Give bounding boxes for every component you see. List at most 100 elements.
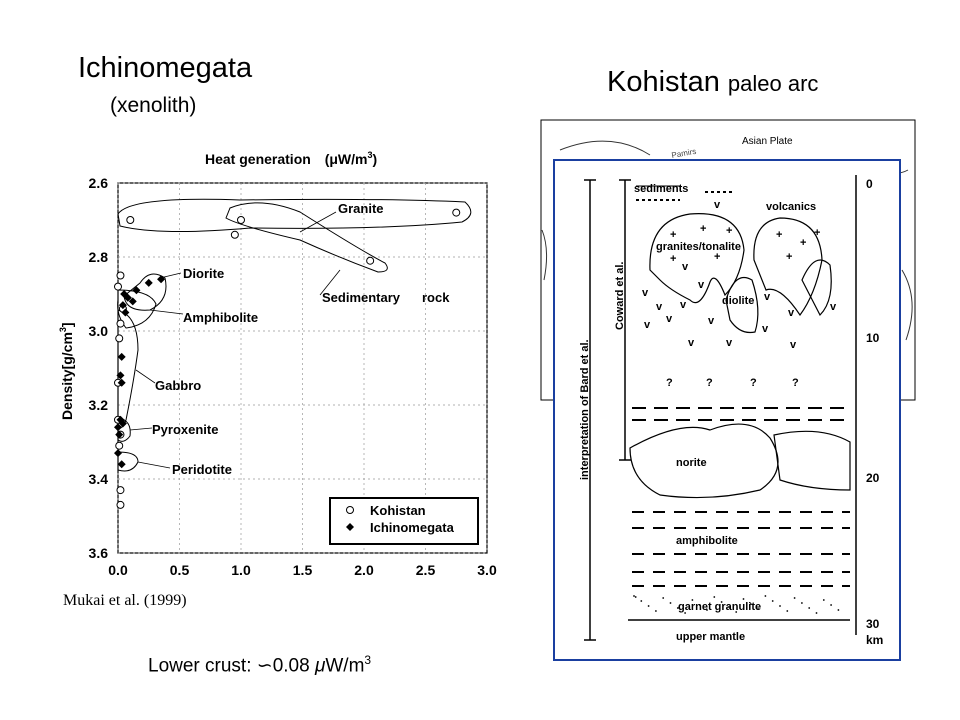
brackets xyxy=(584,175,857,641)
granulite-dot xyxy=(640,600,643,602)
depth-10: 10 xyxy=(866,331,880,345)
point-ichinomegata xyxy=(157,275,166,284)
point-ichinomegata xyxy=(114,449,122,458)
granulite-dot xyxy=(830,604,832,606)
point-ichinomegata xyxy=(115,430,124,439)
y-tick-label: 3.6 xyxy=(89,545,109,561)
lower-crust-label: Lower crust: xyxy=(148,655,252,677)
granulite-dot xyxy=(684,612,686,614)
label-diolite: diolite xyxy=(722,295,754,307)
x-tick-label: 1.0 xyxy=(231,562,251,578)
granulite-dot xyxy=(735,611,738,613)
label-amphibolite: amphibolite xyxy=(676,535,738,547)
y-axis-label-text: Density[g/cm xyxy=(59,332,75,420)
v-symbol: v xyxy=(688,337,695,349)
section-frame xyxy=(553,159,901,661)
lower-crust-note: Lower crust: ∽0.08 μW/m3 xyxy=(148,653,371,677)
depth-unit: km xyxy=(866,633,883,647)
annotation-sedimentary: Sedimentary xyxy=(322,290,401,305)
granulite-dot xyxy=(713,596,716,598)
plus-symbol: + xyxy=(814,227,820,239)
granulite-dot xyxy=(822,599,825,601)
y-axis-label-sup: 3 xyxy=(58,327,68,332)
question-3: ? xyxy=(750,377,757,389)
annotation-diorite: Diorite xyxy=(183,266,224,281)
v-symbol: v xyxy=(714,199,721,211)
v-symbol: v xyxy=(680,299,687,311)
question-4: ? xyxy=(792,377,799,389)
annotation-gabbro: Gabbro xyxy=(155,378,201,393)
annotation-leaders xyxy=(129,211,341,469)
left-title: Ichinomegata xyxy=(78,52,253,84)
x-tick-label: 1.5 xyxy=(293,562,313,578)
chart-title-text: Heat generation xyxy=(205,151,311,167)
point-kohistan xyxy=(114,282,122,291)
intrusion-outlines xyxy=(629,213,851,499)
v-symbol: v xyxy=(644,319,651,331)
label-granites: granites/tonalite xyxy=(656,241,741,253)
left-subtitle: (xenolith) xyxy=(110,94,197,117)
point-kohistan xyxy=(116,271,125,280)
y-axis-label: Density[g/cm3] xyxy=(58,322,75,420)
point-ichinomegata xyxy=(144,278,153,287)
granulite-dot xyxy=(647,605,650,607)
question-1: ? xyxy=(666,377,673,389)
granulite-dot xyxy=(669,602,672,604)
granulite-dot xyxy=(655,610,657,612)
point-kohistan xyxy=(452,208,461,217)
v-symbol: v xyxy=(708,315,715,327)
point-ichinomegata xyxy=(116,371,125,380)
point-ichinomegata xyxy=(117,352,126,361)
granulite-dot xyxy=(837,609,840,611)
granulite-dot xyxy=(706,609,708,611)
source-caption: Mukai et al. (1999) xyxy=(63,592,187,609)
v-symbol: v xyxy=(666,313,673,325)
v-symbol: v xyxy=(656,301,663,313)
plus-symbol: + xyxy=(800,237,806,249)
v-symbol: v xyxy=(682,261,689,273)
plus-symbol: + xyxy=(726,225,732,237)
granulite-dot xyxy=(793,597,796,599)
bard-label: interpretation of Bard et al. xyxy=(579,339,591,480)
label-sediments: sediments xyxy=(634,183,688,195)
annotation-amphibolite: Amphibolite xyxy=(183,310,258,325)
depth-30: 30 xyxy=(866,617,880,631)
plus-symbol: + xyxy=(670,253,676,265)
granulite-dot xyxy=(786,610,789,612)
point-kohistan xyxy=(237,216,245,224)
chart-title-unit-close: ) xyxy=(373,151,378,167)
v-symbol: v xyxy=(642,287,649,299)
annotations: Granite Diorite Amphibolite Sedimentary … xyxy=(152,201,450,477)
y-tick-label: 3.0 xyxy=(89,323,109,339)
v-symbol: v xyxy=(830,301,837,313)
ticks: 0.0 0.5 1.0 1.5 2.0 2.5 3.0 2.6 2.8 3.0 3.2 3.4 3.6 xyxy=(89,175,497,578)
granulite-dot xyxy=(633,595,635,597)
x-tick-label: 2.5 xyxy=(416,562,436,578)
map-label-asian-plate: Asian Plate xyxy=(742,136,793,147)
point-kohistan xyxy=(366,256,375,265)
v-symbol: v xyxy=(726,337,733,349)
chart-title-unit: (μW/m xyxy=(325,151,368,167)
plus-symbol: + xyxy=(786,251,792,263)
plus-symbol: + xyxy=(714,251,720,263)
chart-title-unit-sup: 3 xyxy=(367,150,372,160)
v-symbol: v xyxy=(698,279,705,291)
point-kohistan xyxy=(115,334,124,343)
point-ichinomegata xyxy=(132,286,141,295)
legend-ichinomegata: Ichinomegata xyxy=(370,520,455,535)
granulite-dot xyxy=(801,602,803,604)
granulite-dot xyxy=(634,596,637,598)
annotation-granite: Granite xyxy=(338,201,384,216)
point-kohistan xyxy=(116,500,125,509)
label-mantle: upper mantle xyxy=(676,631,745,643)
density-heat-chart: Heat generation (μW/m3) Density[g/cm3] 0… xyxy=(58,150,497,578)
point-ichinomegata xyxy=(121,308,130,317)
point-kohistan xyxy=(116,319,125,328)
y-tick-label: 2.6 xyxy=(89,175,109,191)
point-kohistan xyxy=(116,486,125,495)
y-axis-label-close: ] xyxy=(59,322,75,327)
coward-label: Coward et al. xyxy=(614,262,626,330)
granulite-dot xyxy=(757,608,759,610)
label-volcanics: volcanics xyxy=(766,201,816,213)
data-points xyxy=(114,208,461,509)
